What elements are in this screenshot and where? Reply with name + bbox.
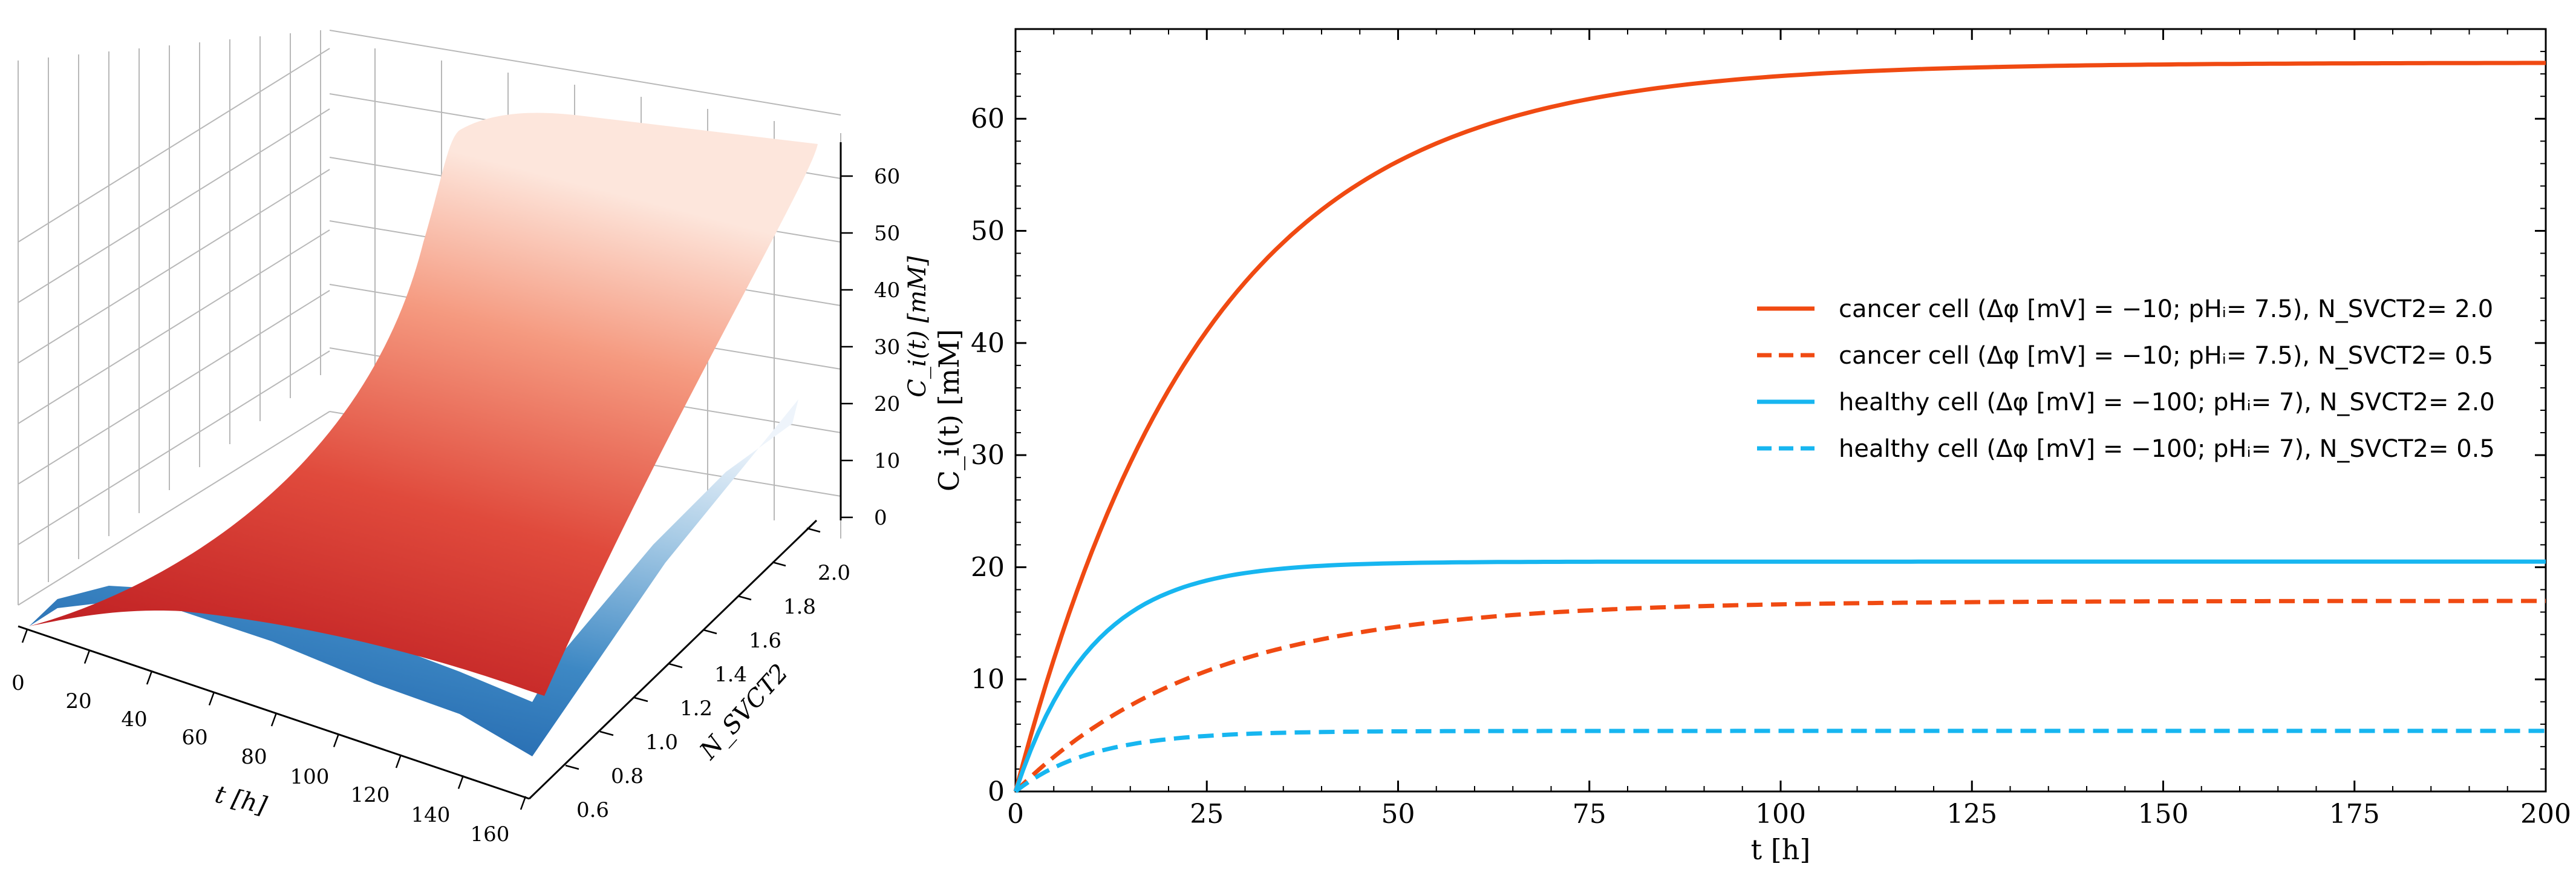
surface-x-axis-line (18, 625, 530, 800)
line-y-axis-label: C_i(t) [mM] (933, 329, 965, 492)
surface-axes (18, 142, 842, 800)
surface-y-tick-label: 1.8 (783, 595, 816, 619)
line-x-axis-label: t [h] (1751, 833, 1811, 866)
legend-entry-4: healthy cell (Δφ [mV] = −100; pHᵢ= 7), N… (1839, 435, 2495, 463)
line-y-tick-label: 50 (971, 216, 1005, 247)
cancer-cell-surface (29, 113, 818, 696)
surface-y-tick (703, 629, 717, 635)
line-x-tick-label: 0 (1007, 799, 1024, 830)
line-x-tick-label: 125 (1946, 799, 1997, 830)
surface-z-tick-label: 40 (874, 278, 900, 303)
surface-y-tick (772, 561, 786, 567)
surface-z-ticks: 0 10 20 30 40 50 60 (841, 165, 900, 530)
surface-x-ticks: 0 20 40 60 80 100 120 140 160 (11, 629, 527, 847)
surface-y-tick (599, 730, 614, 736)
line-x-tick-label: 150 (2138, 799, 2189, 830)
pane-grid-line (18, 290, 330, 485)
surface-x-tick (395, 754, 402, 768)
surface-y-tick-label: 2.0 (818, 561, 850, 585)
surface-y-tick (737, 595, 752, 601)
surface-z-tick-label: 0 (874, 506, 887, 530)
surface-x-tick (208, 692, 215, 706)
series-line-2 (1014, 598, 2546, 793)
surface-x-tick-label: 120 (351, 783, 390, 807)
line-x-tick-label: 175 (2329, 799, 2380, 830)
legend-entry-3: healthy cell (Δφ [mV] = −100; pHᵢ= 7), N… (1839, 388, 2495, 416)
legend-entry-2: cancer cell (Δφ [mV] = −10; pHᵢ= 7.5), N… (1839, 342, 2493, 370)
surface-x-tick-label: 20 (65, 689, 91, 713)
pane-grid-line (18, 108, 330, 303)
surface-x-tick-label: 160 (471, 822, 510, 847)
surface-y-tick-label: 0.8 (611, 764, 644, 788)
line-y-tick-label: 60 (971, 103, 1005, 134)
surface-x-tick-label: 60 (181, 726, 207, 750)
pane-grid-line (18, 229, 330, 424)
line-x-tick-label: 50 (1381, 799, 1415, 830)
line-y-tick-label: 40 (971, 328, 1005, 359)
surface-z-tick-label: 60 (874, 165, 900, 189)
pane-grid-line (18, 411, 330, 606)
line-x-tick-label: 75 (1573, 799, 1606, 830)
surface-z-tick-label: 30 (874, 335, 900, 359)
surface-x-tick (520, 796, 527, 810)
surface-z-axis-label: C_i(t) [mM] (904, 256, 931, 398)
series-line-4 (1014, 729, 2546, 793)
pane-grid-line (18, 48, 330, 243)
pane-grid-line (329, 30, 841, 116)
surface-x-tick (333, 733, 340, 747)
surface-x-tick-label: 40 (121, 707, 147, 732)
series-line-3 (1013, 559, 2546, 793)
surface-x-tick (83, 650, 91, 664)
surface-y-tick (668, 663, 683, 669)
surface-y-tick-label: 1.6 (749, 629, 781, 653)
surface-x-tick-label: 100 (290, 765, 330, 789)
pane-grid-line (18, 350, 330, 545)
line-y-tick-label: 30 (971, 440, 1005, 471)
surface-z-tick-label: 20 (874, 392, 900, 416)
series-line-1 (1013, 61, 2546, 792)
line-plot-ticks: 0 25 50 75 100 125 150 175 200 0 10 20 30 40 50 60 (971, 29, 2571, 830)
surface-x-tick (21, 629, 28, 643)
pane-grid-line (18, 169, 330, 364)
line-plot-series (1013, 61, 2546, 793)
surface-x-tick (457, 775, 465, 789)
legend: cancer cell (Δφ [mV] = −10; pHᵢ= 7.5), N… (1757, 295, 2495, 463)
line-y-tick-label: 20 (971, 552, 1005, 583)
line-x-tick-label: 200 (2520, 799, 2571, 830)
legend-entry-1: cancer cell (Δφ [mV] = −10; pHᵢ= 7.5), N… (1839, 295, 2493, 323)
surface-z-tick-label: 10 (874, 449, 900, 473)
surface-y-tick-label: 1.4 (714, 663, 747, 687)
line-x-tick-label: 100 (1755, 799, 1806, 830)
surface-x-tick (270, 712, 278, 727)
line-y-tick-label: 0 (988, 776, 1005, 807)
surface-x-tick-label: 0 (11, 671, 25, 695)
surface-y-tick (634, 696, 648, 703)
line-y-tick-label: 10 (971, 664, 1005, 695)
healthy-cell-surface (29, 399, 798, 756)
surface-y-tick (565, 764, 579, 770)
surface-y-axis-line (528, 519, 818, 800)
surface-x-tick-label: 80 (241, 745, 267, 769)
surface-x-tick (146, 670, 153, 685)
surface-y-tick-label: 0.6 (576, 798, 609, 822)
surface-x-tick-label: 140 (411, 803, 451, 827)
surface-y-tick-label: 1.0 (645, 730, 678, 755)
line-x-tick-label: 25 (1190, 799, 1224, 830)
surface-x-axis-label: t [h] (212, 781, 270, 820)
surface-y-ticks: 0.60.81.01.21.41.61.82.0 (565, 527, 850, 822)
surface-z-tick-label: 50 (874, 221, 900, 246)
surface-y-tick-label: 1.2 (680, 696, 712, 721)
line-plot: 0 25 50 75 100 125 150 175 200 0 10 20 30 40 50 60 canc… (933, 28, 2571, 866)
surface-y-tick (806, 527, 821, 533)
